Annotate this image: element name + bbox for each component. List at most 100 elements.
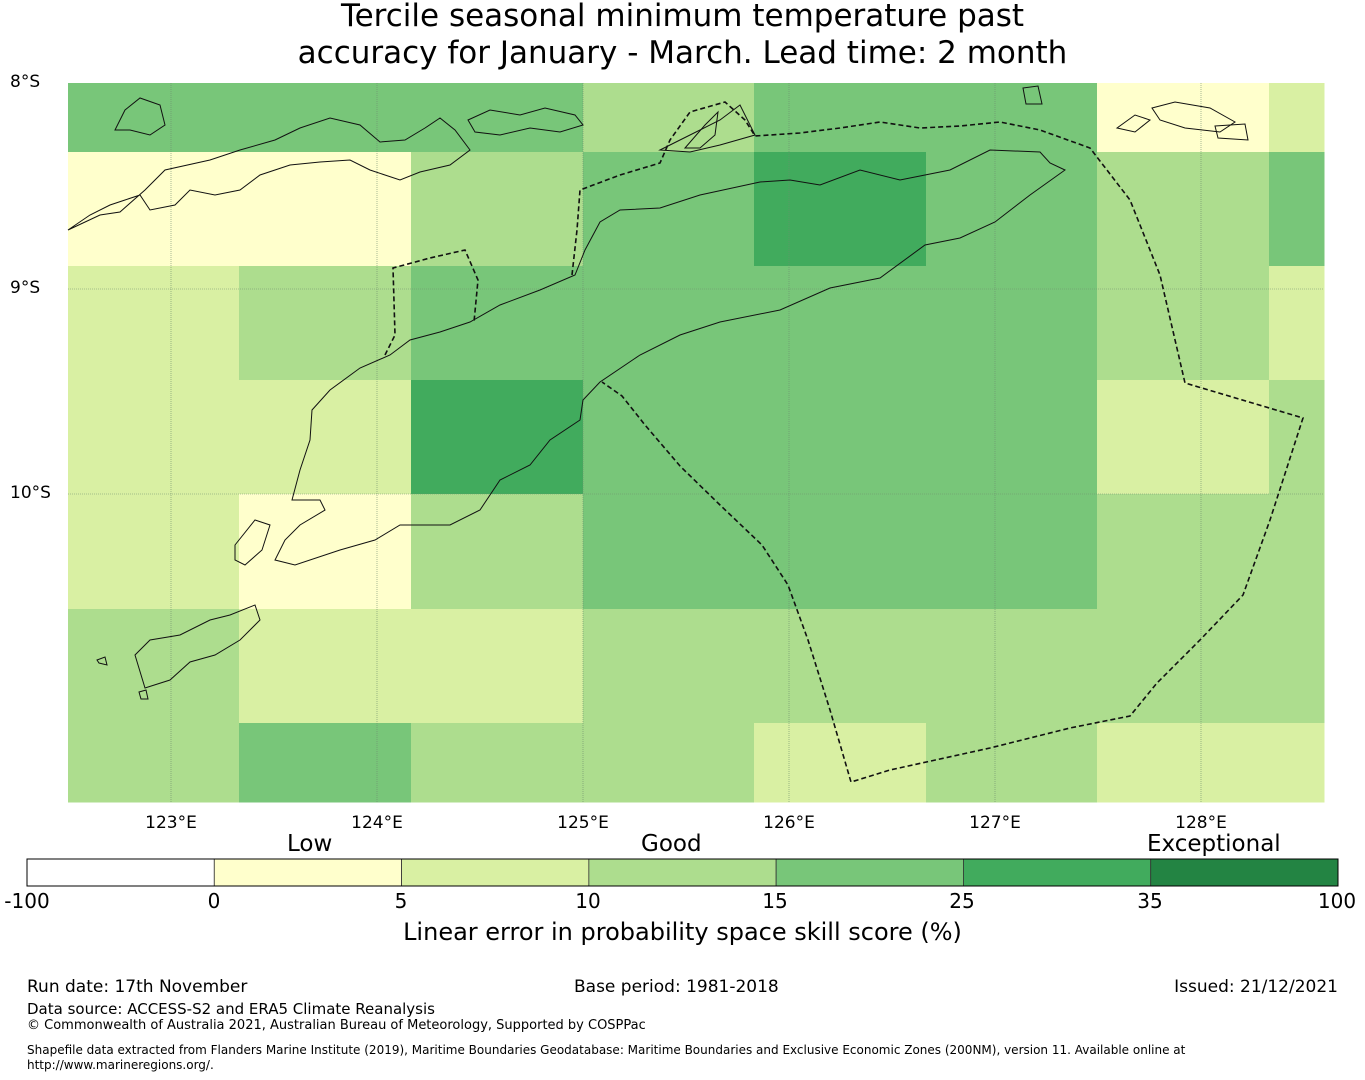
grid-cell-r1-c3: [583, 152, 755, 267]
grid-cell-r5-c3: [583, 609, 755, 724]
grid-cell-r0-c2: [411, 83, 584, 153]
eez-dashed-line: [571, 101, 1305, 784]
grid-cell-r0-c7: [1269, 83, 1325, 153]
tick-0: 0: [207, 889, 221, 913]
rote-coastline: [234, 519, 271, 566]
grid-cell-r0-c1: [239, 83, 412, 153]
colorbar-segment-neg: [26, 858, 215, 887]
island-top-right-1: [1151, 101, 1236, 133]
grid-cell-r4-c4: [754, 494, 927, 610]
grid-cell-r6-c1: [239, 723, 412, 803]
grid-cell-r1-c6: [1097, 152, 1270, 267]
island-top-right-2: [1115, 114, 1152, 133]
tick-10: 10: [575, 889, 601, 913]
tick-minus-100: -100: [4, 889, 50, 913]
colorbar-segment-c10_15: [588, 858, 777, 887]
shapefile-credit-line-2: http://www.marineregions.org/.: [27, 1058, 214, 1072]
grid-cell-r6-c7: [1269, 723, 1325, 803]
grid-cell-r2-c0: [68, 266, 240, 381]
colorbar-segment-c25_35: [963, 858, 1152, 887]
grid-cell-r5-c5: [926, 609, 1098, 724]
grid-cell-r3-c5: [926, 380, 1098, 495]
colorbar-frame: [26, 858, 1339, 887]
grid-cell-r3-c4: [754, 380, 927, 495]
run-date: Run date: 17th November: [27, 977, 248, 997]
grid-cell-r1-c7: [1269, 152, 1325, 267]
colorbar: [26, 858, 1339, 887]
grid-cell-r0-c0: [68, 83, 240, 153]
eez-dashed-line-oecusse: [384, 249, 479, 356]
lon-label-127e: 127°E: [969, 813, 1021, 833]
grid-cell-r0-c6: [1097, 83, 1270, 153]
colorbar-segment-c0_5: [213, 858, 402, 887]
flores-coastline: [67, 117, 471, 231]
grid-cell-r2-c7: [1269, 266, 1325, 381]
tick-35: 35: [1137, 889, 1163, 913]
timor-coastline: [274, 149, 1066, 566]
grid-cell-r5-c4: [754, 609, 927, 724]
grid-cell-r2-c4: [754, 266, 927, 381]
shapefile-credit-line-1: Shapefile data extracted from Flanders M…: [27, 1043, 1186, 1057]
island-top-right-3: [1214, 123, 1249, 141]
lon-label-126e: 126°E: [763, 813, 815, 833]
skill-grid: [68, 83, 1325, 803]
grid-cell-r3-c1: [239, 380, 412, 495]
base-period: Base period: 1981-2018: [574, 977, 779, 997]
alor-coastline: [467, 107, 584, 136]
grid-cell-r4-c3: [583, 494, 755, 610]
grid-cell-r3-c2: [411, 380, 584, 495]
grid-cell-r5-c7: [1269, 609, 1325, 724]
grid-cell-r4-c7: [1269, 494, 1325, 610]
grid-cell-r6-c2: [411, 723, 584, 803]
coastlines: [67, 85, 1249, 700]
grid-cell-r3-c3: [583, 380, 755, 495]
tick-25: 25: [949, 889, 975, 913]
grid-cell-r6-c0: [68, 723, 240, 803]
grid-cell-r4-c0: [68, 494, 240, 610]
grid-cell-r4-c2: [411, 494, 584, 610]
grid-cell-r5-c2: [411, 609, 584, 724]
grid-cell-r1-c4: [754, 152, 927, 267]
tick-100: 100: [1317, 889, 1357, 913]
grid-cell-r2-c5: [926, 266, 1098, 381]
wetar-coastline: [658, 104, 756, 153]
grid-cell-r1-c2: [411, 152, 584, 267]
category-exceptional: Exceptional: [1147, 831, 1281, 857]
colorbar-segment-c5_10: [401, 858, 590, 887]
grid-cell-r6-c4: [754, 723, 927, 803]
grid-cell-r4-c5: [926, 494, 1098, 610]
lon-label-128e: 128°E: [1175, 813, 1227, 833]
chart-title-line-1: Tercile seasonal minimum temperature pas…: [340, 0, 1025, 34]
grid-cell-r6-c6: [1097, 723, 1270, 803]
lon-label-123e: 123°E: [145, 813, 197, 833]
grid-cell-r5-c6: [1097, 609, 1270, 724]
tick-5: 5: [394, 889, 408, 913]
grid-cell-r0-c4: [754, 83, 927, 153]
category-low: Low: [287, 831, 333, 857]
colorbar-label: Linear error in probability space skill …: [403, 918, 962, 946]
grid-cell-r4-c1: [239, 494, 412, 610]
grid-cell-r2-c2: [411, 266, 584, 381]
category-good: Good: [641, 831, 702, 857]
lon-label-124e: 124°E: [351, 813, 403, 833]
islet-1: [96, 656, 108, 666]
grid-cell-r2-c3: [583, 266, 755, 381]
grid-cell-r2-c6: [1097, 266, 1270, 381]
lat-label-10s: 10°S: [10, 483, 51, 503]
data-source: Data source: ACCESS-S2 and ERA5 Climate …: [27, 1000, 435, 1018]
grid-cell-r3-c6: [1097, 380, 1270, 495]
island-top-right-4: [1022, 85, 1043, 105]
lat-label-8s: 8°S: [10, 72, 41, 92]
grid-cell-r1-c1: [239, 152, 412, 267]
lat-label-9s: 9°S: [10, 278, 41, 298]
maritime-boundary: [384, 101, 1305, 784]
colorbar-segment-c15_25: [775, 858, 964, 887]
sawu-coastline: [134, 604, 261, 689]
islet-2: [138, 689, 149, 700]
issued-date: Issued: 21/12/2021: [1174, 977, 1338, 997]
tick-15: 15: [762, 889, 788, 913]
colorbar-segment-c35_100: [1150, 858, 1339, 887]
island-north-left: [114, 97, 166, 136]
lon-label-125e: 125°E: [557, 813, 609, 833]
grid-cell-r5-c1: [239, 609, 412, 724]
